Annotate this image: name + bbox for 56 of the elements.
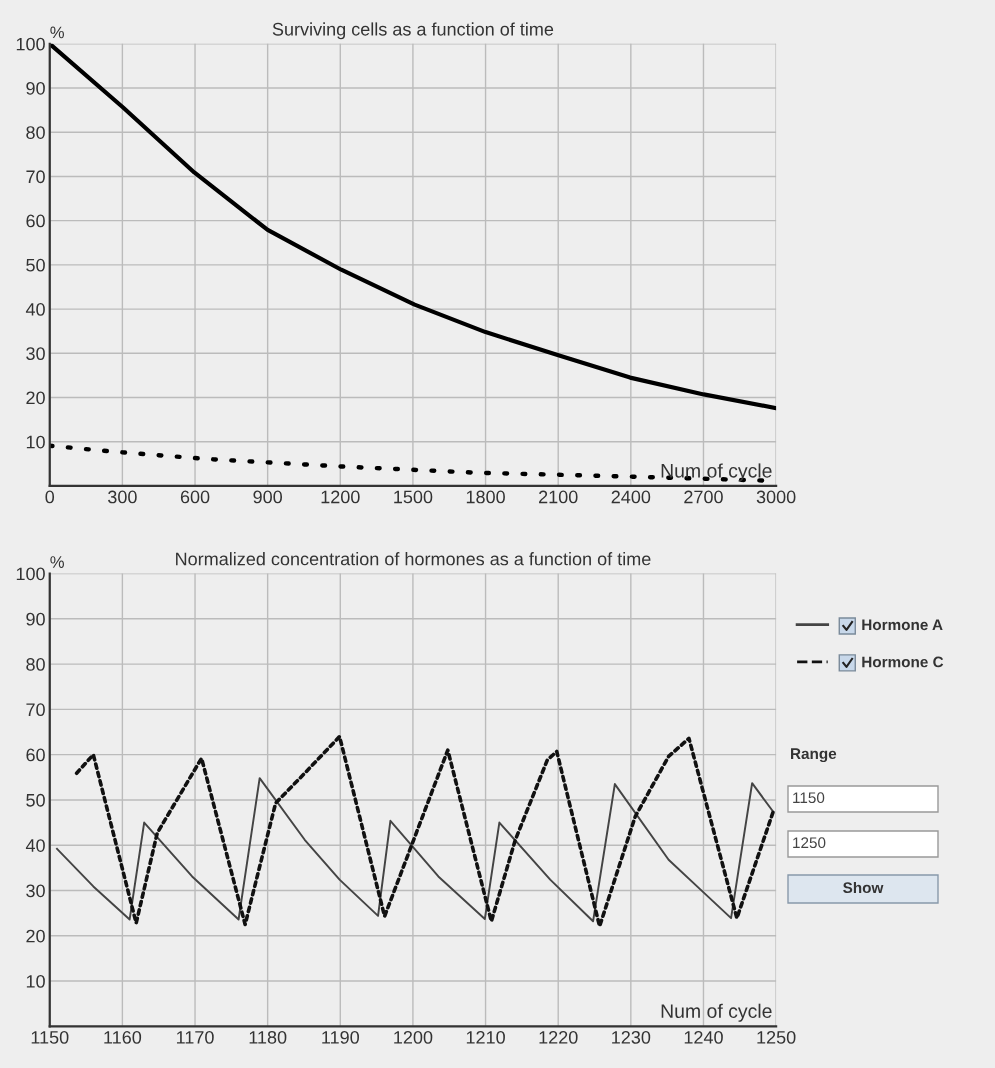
x-tick-label: 1800 bbox=[466, 490, 505, 504]
x-tick-label: 2100 bbox=[539, 490, 578, 504]
y-tick-label: 80 bbox=[26, 126, 45, 139]
y-tick-label: 100 bbox=[16, 567, 45, 581]
y-tick-label: 90 bbox=[26, 81, 45, 95]
text: Hormone A bbox=[862, 619, 943, 631]
y-tick-label: 70 bbox=[26, 170, 45, 184]
text: 1150 bbox=[793, 792, 825, 804]
x-tick-label: 3000 bbox=[756, 490, 796, 504]
y-tick-label: 30 bbox=[26, 347, 45, 361]
x-tick-label: 1230 bbox=[612, 1030, 651, 1044]
x-tick-label: 1200 bbox=[321, 490, 360, 504]
y-tick-label: 50 bbox=[26, 258, 45, 272]
y-tick-label: 20 bbox=[26, 929, 45, 943]
x-tick-label: 2700 bbox=[684, 490, 723, 504]
x-tick-label: 300 bbox=[108, 490, 137, 504]
y-tick-label: 10 bbox=[26, 975, 45, 988]
x-tick-label: 1190 bbox=[322, 1030, 359, 1044]
y-tick-label: 70 bbox=[26, 703, 45, 717]
x-axis-title: Num of cycle bbox=[661, 1003, 772, 1022]
y-tick-label: 80 bbox=[26, 658, 45, 671]
x-tick-label: 1500 bbox=[394, 490, 433, 504]
y-tick-label: 50 bbox=[26, 793, 45, 807]
x-tick-label: 1180 bbox=[249, 1030, 287, 1044]
line-series bbox=[56, 777, 775, 923]
x-tick-label: 1170 bbox=[176, 1030, 214, 1044]
line-series bbox=[74, 734, 775, 929]
text: 1250 bbox=[793, 837, 826, 849]
y-tick-label: 60 bbox=[26, 214, 45, 228]
y-tick-label: 40 bbox=[25, 303, 45, 316]
y-tick-label: 20 bbox=[26, 391, 45, 405]
x-tick-label: 600 bbox=[180, 490, 210, 504]
y-tick-label: 40 bbox=[25, 839, 45, 852]
text: Range bbox=[791, 748, 837, 763]
x-tick-label: 1200 bbox=[394, 1030, 433, 1044]
text: Show bbox=[843, 881, 884, 894]
text: Hormone C bbox=[862, 656, 944, 668]
y-axis-title: % bbox=[50, 26, 64, 39]
x-tick-label: 1240 bbox=[684, 1030, 723, 1044]
x-tick-label: 1210 bbox=[466, 1030, 505, 1044]
x-tick-label: 1160 bbox=[104, 1030, 142, 1044]
x-tick-label: 1150 bbox=[31, 1030, 69, 1044]
x-axis-title: Num of cycle bbox=[661, 463, 772, 482]
x-tick-label: 0 bbox=[45, 490, 55, 504]
y-tick-label: 30 bbox=[26, 884, 45, 898]
y-tick-label: 100 bbox=[16, 37, 45, 51]
x-tick-label: 900 bbox=[253, 490, 283, 504]
y-tick-label: 90 bbox=[26, 612, 45, 626]
x-tick-label: 2400 bbox=[611, 490, 651, 504]
chart-title: Surviving cells as a function of time bbox=[272, 22, 554, 40]
y-tick-label: 10 bbox=[26, 435, 45, 449]
y-axis-title: % bbox=[50, 556, 64, 568]
y-tick-label: 60 bbox=[26, 748, 45, 762]
x-tick-label: 1220 bbox=[539, 1030, 578, 1044]
chart-title: Normalized concentration of hormones as a function of time bbox=[176, 552, 651, 566]
x-tick-label: 1250 bbox=[757, 1030, 796, 1044]
